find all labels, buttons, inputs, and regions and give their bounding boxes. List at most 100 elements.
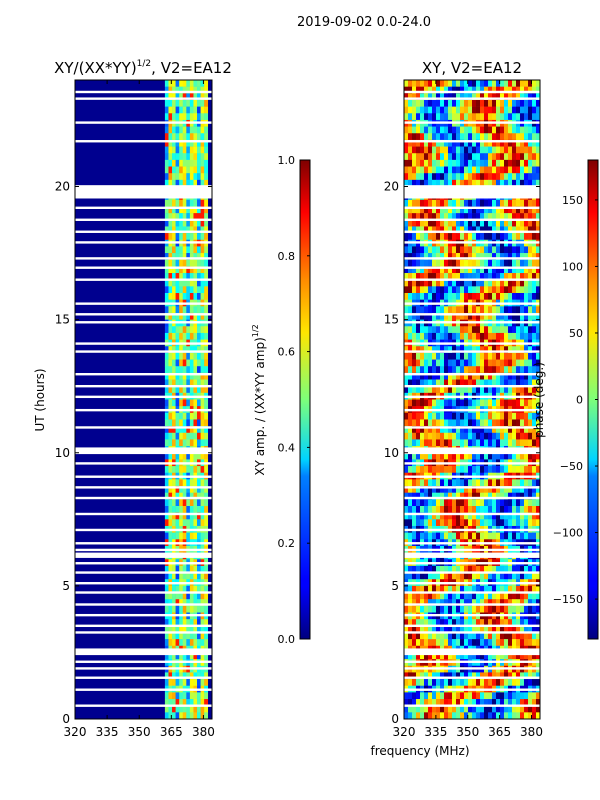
- heatmap-cell: [448, 219, 453, 227]
- heatmap-cell: [512, 672, 517, 680]
- heatmap-cell: [193, 379, 198, 387]
- heatmap-cell: [500, 246, 505, 254]
- heatmap-cell: [444, 293, 449, 300]
- heatmap-cell: [532, 326, 537, 334]
- heatmap-cell: [472, 439, 477, 447]
- heatmap-cell: [468, 412, 473, 420]
- heatmap-cell: [186, 532, 191, 540]
- heatmap-cell: [182, 419, 187, 427]
- heatmap-cell: [404, 625, 409, 633]
- heatmap-cell: [193, 113, 198, 121]
- heatmap-cell: [412, 639, 417, 647]
- heatmap-cell: [516, 226, 521, 234]
- heatmap-cell: [408, 605, 413, 613]
- heatmap-cell: [193, 532, 198, 540]
- heatmap-cell: [476, 439, 481, 447]
- heatmap-cell: [204, 226, 209, 234]
- heatmap-cell: [516, 572, 521, 580]
- heatmap-cell: [448, 80, 453, 87]
- heatmap-cell: [197, 179, 201, 187]
- heatmap-cell: [496, 106, 501, 114]
- heatmap-cell: [186, 652, 191, 660]
- heatmap-cell: [512, 179, 517, 187]
- heatmap-cell: [440, 432, 445, 440]
- heatmap-cell: [536, 592, 540, 600]
- heatmap-cell: [496, 139, 501, 147]
- heatmap-cell: [532, 93, 537, 101]
- colorbar-tick-label: 1.0: [278, 154, 296, 167]
- heatmap-cell: [440, 632, 445, 640]
- heatmap-cell: [197, 253, 201, 261]
- heatmap-cell: [412, 492, 417, 500]
- heatmap-cell: [432, 672, 437, 680]
- heatmap-cell: [480, 412, 485, 420]
- heatmap-cell: [412, 652, 417, 660]
- heatmap-cell: [496, 99, 501, 107]
- heatmap-cell: [508, 279, 513, 287]
- heatmap-cell: [504, 412, 509, 420]
- heatmap-cell: [504, 219, 509, 227]
- heatmap-cell: [460, 166, 465, 174]
- heatmap-cell: [420, 326, 425, 334]
- heatmap-cell: [504, 372, 509, 380]
- colorbar-tick-label: 0.4: [278, 441, 296, 454]
- heatmap-cell: [172, 439, 176, 447]
- heatmap-cell: [536, 259, 540, 267]
- heatmap-cell: [179, 106, 184, 114]
- heatmap-cell: [476, 705, 481, 713]
- heatmap-cell: [168, 412, 173, 420]
- heatmap-cell: [512, 599, 517, 607]
- heatmap-cell: [436, 432, 441, 440]
- heatmap-cell: [484, 372, 489, 380]
- heatmap-cell: [524, 439, 529, 447]
- heatmap-cell: [536, 479, 540, 487]
- heatmap-cell: [500, 332, 505, 340]
- heatmap-cell: [456, 572, 461, 580]
- heatmap-cell: [420, 565, 425, 573]
- heatmap-cell: [172, 532, 176, 540]
- heatmap-cell: [512, 585, 517, 593]
- heatmap-cell: [516, 625, 521, 633]
- heatmap-cell: [488, 506, 493, 513]
- heatmap-cell: [484, 565, 489, 573]
- heatmap-cell: [516, 419, 521, 427]
- heatmap-cell: [504, 233, 509, 241]
- heatmap-cell: [186, 80, 191, 87]
- heatmap-cell: [432, 226, 437, 234]
- heatmap-cell: [432, 512, 437, 520]
- heatmap-cell: [468, 426, 473, 434]
- heatmap-cell: [179, 352, 184, 360]
- heatmap-cell: [452, 93, 457, 101]
- heatmap-cell: [404, 619, 409, 627]
- heatmap-cell: [200, 705, 205, 713]
- heatmap-cell: [416, 332, 421, 340]
- heatmap-cell: [452, 412, 457, 420]
- heatmap-cell: [512, 452, 517, 460]
- heatmap-cell: [520, 166, 525, 174]
- heatmap-cell: [164, 619, 169, 627]
- heatmap-cell: [500, 266, 505, 274]
- heatmap-cell: [436, 705, 441, 713]
- heatmap-cell: [179, 166, 184, 174]
- heatmap-cell: [452, 506, 457, 513]
- heatmap-cell: [528, 399, 533, 407]
- heatmap-cell: [456, 219, 461, 227]
- heatmap-cell: [496, 712, 501, 719]
- heatmap-cell: [460, 605, 465, 613]
- heatmap-cell: [508, 153, 513, 161]
- heatmap-cell: [204, 419, 209, 427]
- heatmap-cell: [536, 219, 540, 227]
- heatmap-cell: [444, 432, 449, 440]
- heatmap-cell: [172, 226, 176, 234]
- heatmap-cell: [448, 366, 453, 374]
- heatmap-cell: [182, 412, 187, 420]
- heatmap-cell: [504, 565, 509, 573]
- heatmap-cell: [412, 699, 417, 706]
- heatmap-cell: [516, 479, 521, 487]
- heatmap-cell: [472, 213, 477, 221]
- heatmap-cell: [528, 632, 533, 640]
- heatmap-cell: [200, 106, 205, 114]
- heatmap-cell: [186, 426, 191, 434]
- heatmap-cell: [416, 306, 421, 314]
